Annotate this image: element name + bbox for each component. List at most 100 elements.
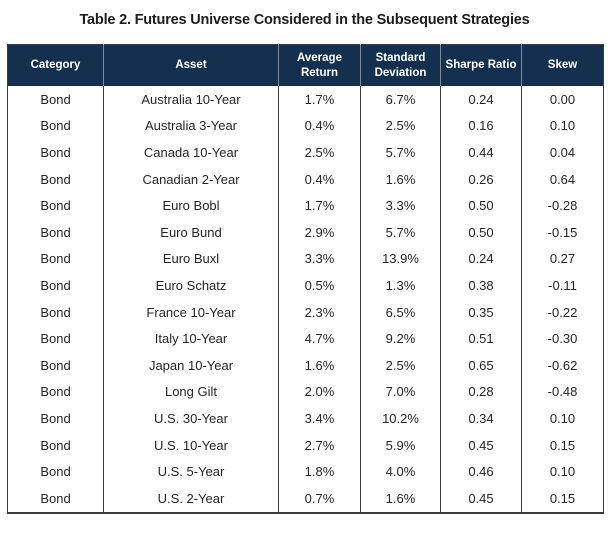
table-row: Bond Euro Schatz 0.5% 1.3% 0.38 -0.11 xyxy=(7,272,604,299)
cell-sharpe-ratio: 0.45 xyxy=(440,431,522,459)
column-header-average-return: Average Return xyxy=(278,44,361,86)
table-title: Table 2. Futures Universe Considered in … xyxy=(79,12,530,28)
cell-sharpe-ratio: 0.34 xyxy=(440,405,522,432)
cell-category: Bond xyxy=(7,431,104,459)
table-body: Bond Australia 10-Year 1.7% 6.7% 0.24 0.00 Bon… xyxy=(7,86,604,513)
cell-standard-deviation: 6.7% xyxy=(360,86,441,113)
cell-asset: Euro Schatz xyxy=(103,272,279,299)
header-row: Category Asset Average Return Standard Devi… xyxy=(7,44,604,86)
cell-category: Bond xyxy=(7,484,104,513)
table-row: Bond Canada 10-Year 2.5% 5.7% 0.44 0.04 xyxy=(7,139,604,166)
cell-standard-deviation: 2.5% xyxy=(360,112,441,140)
table-row: Bond U.S. 2-Year 0.7% 1.6% 0.45 0.15 xyxy=(7,484,604,513)
cell-skew: -0.30 xyxy=(547,331,578,347)
cell-category: Bond xyxy=(7,139,104,166)
cell-category: Bond xyxy=(7,272,104,299)
table-row: Bond U.S. 30-Year 3.4% 10.2% 0.34 0.10 xyxy=(7,405,604,432)
cell-sharpe-ratio: 0.50 xyxy=(440,218,522,246)
cell-asset: Euro Bobl xyxy=(103,192,279,219)
table-row: Bond Euro Bund 2.9% 5.7% 0.50 -0.15 xyxy=(7,218,604,246)
cell-average-return: 4.7% xyxy=(278,325,361,352)
cell-asset: Euro Buxl xyxy=(103,245,279,273)
cell-skew: 0.64 xyxy=(549,171,576,187)
cell-category: Bond xyxy=(7,325,104,352)
cell-skew: 0.10 xyxy=(549,464,576,480)
cell-asset: U.S. 5-Year xyxy=(103,458,279,485)
cell-standard-deviation: 1.6% xyxy=(360,484,441,513)
cell-standard-deviation: 1.6% xyxy=(360,165,441,193)
cell-skew: 0.04 xyxy=(549,144,576,160)
table-row: Bond Euro Bobl 1.7% 3.3% 0.50 -0.28 xyxy=(7,192,604,219)
cell-category: Bond xyxy=(7,165,104,193)
cell-skew: -0.22 xyxy=(547,304,578,320)
cell-category: Bond xyxy=(7,86,104,113)
cell-skew: 0.10 xyxy=(549,118,576,134)
cell-skew: 0.15 xyxy=(549,437,576,453)
column-header-skew: Skew xyxy=(521,44,604,86)
cell-average-return: 2.9% xyxy=(278,218,361,246)
cell-asset: Japan 10-Year xyxy=(103,351,279,379)
cell-average-return: 2.5% xyxy=(278,139,361,166)
cell-sharpe-ratio: 0.26 xyxy=(440,165,522,193)
cell-average-return: 0.7% xyxy=(278,484,361,513)
cell-standard-deviation: 13.9% xyxy=(360,245,441,273)
cell-sharpe-ratio: 0.38 xyxy=(440,272,522,299)
cell-asset: Australia 10-Year xyxy=(103,86,279,113)
cell-average-return: 2.3% xyxy=(278,298,361,326)
cell-average-return: 1.7% xyxy=(278,86,361,113)
cell-sharpe-ratio: 0.45 xyxy=(440,484,522,513)
cell-asset: Canadian 2-Year xyxy=(103,165,279,193)
cell-standard-deviation: 5.9% xyxy=(360,431,441,459)
cell-category: Bond xyxy=(7,298,104,326)
cell-skew: 0.15 xyxy=(549,490,576,506)
column-header-sharpe-ratio: Sharpe Ratio xyxy=(440,44,522,86)
cell-skew: 0.27 xyxy=(549,251,576,267)
cell-average-return: 2.0% xyxy=(278,378,361,406)
table-row: Bond Long Gilt 2.0% 7.0% 0.28 -0.48 xyxy=(7,378,604,406)
cell-sharpe-ratio: 0.51 xyxy=(440,325,522,352)
cell-category: Bond xyxy=(7,458,104,485)
cell-standard-deviation: 2.5% xyxy=(360,351,441,379)
cell-average-return: 0.5% xyxy=(278,272,361,299)
cell-sharpe-ratio: 0.24 xyxy=(440,86,522,113)
cell-standard-deviation: 5.7% xyxy=(360,139,441,166)
cell-sharpe-ratio: 0.44 xyxy=(440,139,522,166)
cell-skew: -0.28 xyxy=(547,198,578,214)
cell-category: Bond xyxy=(7,245,104,273)
cell-skew: 0.10 xyxy=(549,410,576,426)
cell-sharpe-ratio: 0.50 xyxy=(440,192,522,219)
cell-standard-deviation: 1.3% xyxy=(360,272,441,299)
cell-category: Bond xyxy=(7,218,104,246)
cell-average-return: 1.6% xyxy=(278,351,361,379)
cell-asset: Euro Bund xyxy=(103,218,279,246)
cell-asset: U.S. 2-Year xyxy=(103,484,279,513)
table-row: Bond Australia 10-Year 1.7% 6.7% 0.24 0.00 xyxy=(7,86,604,113)
cell-standard-deviation: 5.7% xyxy=(360,218,441,246)
futures-table: Category Asset Average Return Standard Devi… xyxy=(7,44,604,514)
cell-sharpe-ratio: 0.28 xyxy=(440,378,522,406)
cell-asset: France 10-Year xyxy=(103,298,279,326)
cell-category: Bond xyxy=(7,112,104,140)
cell-sharpe-ratio: 0.24 xyxy=(440,245,522,273)
cell-average-return: 1.7% xyxy=(278,192,361,219)
table-row: Bond France 10-Year 2.3% 6.5% 0.35 -0.22 xyxy=(7,298,604,326)
cell-sharpe-ratio: 0.35 xyxy=(440,298,522,326)
cell-asset: U.S. 10-Year xyxy=(103,431,279,459)
cell-category: Bond xyxy=(7,378,104,406)
cell-category: Bond xyxy=(7,192,104,219)
cell-sharpe-ratio: 0.46 xyxy=(440,458,522,485)
table-row: Bond Euro Buxl 3.3% 13.9% 0.24 0.27 xyxy=(7,245,604,273)
cell-skew: -0.48 xyxy=(547,384,578,400)
cell-average-return: 3.4% xyxy=(278,405,361,432)
cell-standard-deviation: 6.5% xyxy=(360,298,441,326)
cell-asset: Australia 3-Year xyxy=(103,112,279,140)
cell-asset: U.S. 30-Year xyxy=(103,405,279,432)
table-row: Bond Canadian 2-Year 0.4% 1.6% 0.26 0.64 xyxy=(7,165,604,193)
table-row: Bond U.S. 5-Year 1.8% 4.0% 0.46 0.10 xyxy=(7,458,604,485)
cell-skew: 0.00 xyxy=(549,91,576,107)
cell-standard-deviation: 7.0% xyxy=(360,378,441,406)
column-header-category: Category xyxy=(7,44,104,86)
table-row: Bond Italy 10-Year 4.7% 9.2% 0.51 -0.30 xyxy=(7,325,604,352)
table-row: Bond Japan 10-Year 1.6% 2.5% 0.65 -0.62 xyxy=(7,351,604,379)
cell-standard-deviation: 10.2% xyxy=(360,405,441,432)
